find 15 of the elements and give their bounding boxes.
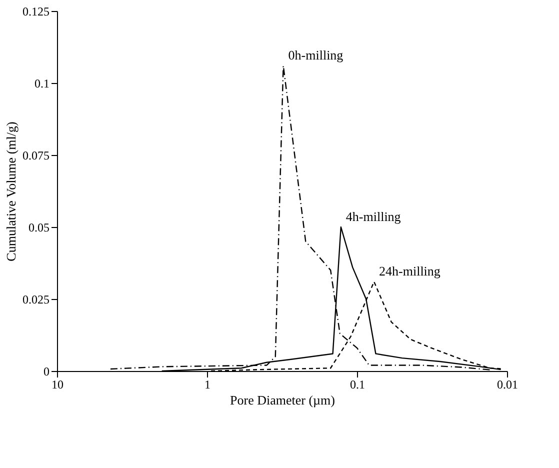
y-tick-label: 0.1 bbox=[34, 76, 50, 90]
x-tick-label: 1 bbox=[204, 378, 210, 392]
y-tick-label: 0 bbox=[44, 364, 50, 378]
y-axis-title: Cumulative Volume (ml/g) bbox=[4, 122, 18, 262]
series-label: 4h-milling bbox=[346, 209, 402, 224]
y-tick-label: 0.05 bbox=[28, 220, 50, 234]
x-tick-label: 0.01 bbox=[497, 378, 518, 392]
series-label: 24h-milling bbox=[379, 264, 441, 279]
x-tick-label: 0.1 bbox=[350, 378, 365, 392]
y-tick-label: 0.075 bbox=[22, 148, 50, 162]
y-tick-label: 0.025 bbox=[22, 292, 50, 306]
y-tick-label: 0.125 bbox=[22, 4, 50, 18]
series-label: 0h-milling bbox=[288, 48, 344, 63]
x-axis-title: Pore Diameter (µm) bbox=[230, 392, 335, 408]
x-tick-label: 10 bbox=[52, 378, 64, 392]
